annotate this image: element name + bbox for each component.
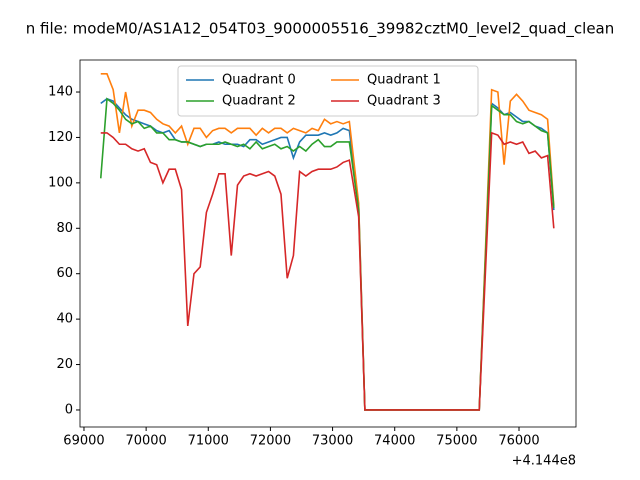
- y-tick-label: 40: [56, 312, 73, 327]
- y-tick-label: 140: [48, 85, 73, 100]
- x-tick-label: 74000: [374, 434, 415, 449]
- data-line: [100, 131, 555, 411]
- y-tick-label: 0: [65, 402, 73, 417]
- x-offset-label: +4.144e8: [512, 454, 576, 469]
- y-tick-label: 20: [56, 357, 73, 372]
- y-tick-label: 100: [48, 175, 73, 190]
- data-line: [100, 97, 555, 411]
- x-tick-label: 70000: [125, 434, 166, 449]
- x-tick-label: 75000: [436, 434, 477, 449]
- x-tick-label: 76000: [498, 434, 539, 449]
- legend-box: [177, 65, 479, 117]
- legend-label: Quadrant 2: [222, 94, 296, 109]
- chart-title: n file: modeM0/AS1A12_054T03_9000005516_…: [26, 20, 615, 39]
- y-tick-label: 60: [56, 266, 73, 281]
- plot-frame: [79, 59, 577, 428]
- legend-label: Quadrant 1: [367, 73, 441, 88]
- data-line: [99, 97, 555, 411]
- legend-label: Quadrant 0: [222, 73, 296, 88]
- y-tick-label: 120: [48, 130, 73, 145]
- x-tick-label: 72000: [250, 434, 291, 449]
- data-line: [100, 73, 555, 411]
- y-tick-label: 80: [56, 221, 73, 236]
- legend-label: Quadrant 3: [367, 94, 441, 109]
- x-tick-label: 71000: [188, 434, 229, 449]
- x-tick-label: 73000: [312, 434, 353, 449]
- x-tick-label: 69000: [63, 434, 104, 449]
